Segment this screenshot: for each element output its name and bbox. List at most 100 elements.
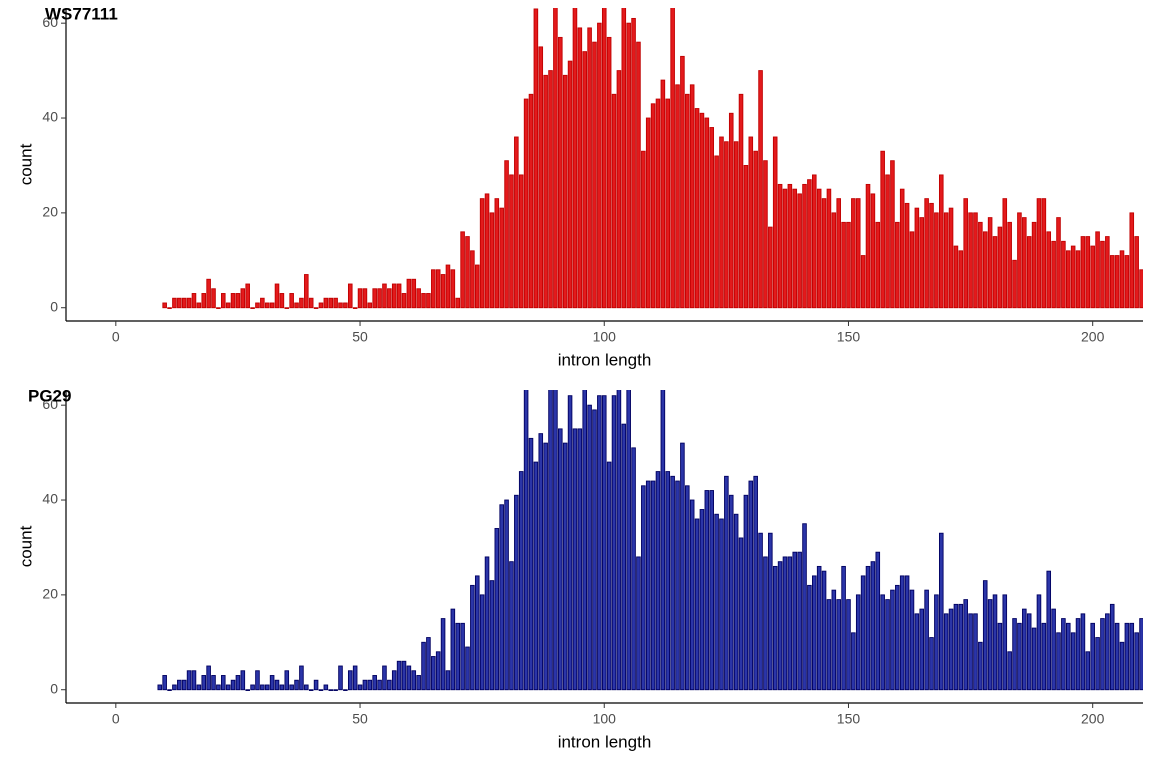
bar (880, 594, 885, 691)
bar (929, 202, 934, 309)
bar (958, 250, 964, 309)
bar (714, 155, 719, 309)
bar (225, 684, 231, 691)
bar (787, 556, 793, 691)
bar (216, 684, 221, 691)
bar (489, 212, 495, 309)
bar (885, 599, 890, 691)
bar (724, 141, 729, 309)
bar (440, 274, 446, 309)
bar (1080, 613, 1086, 691)
bar (250, 307, 255, 309)
bar (167, 689, 172, 691)
bar (582, 51, 587, 309)
bar (1046, 570, 1052, 691)
x-tick-label: 100 (593, 329, 617, 345)
bar (206, 665, 211, 691)
bar (347, 670, 353, 691)
bar (880, 150, 885, 309)
bar (978, 221, 983, 309)
bar (474, 575, 480, 691)
bar (865, 565, 871, 691)
bar (699, 112, 705, 309)
bar (914, 207, 920, 309)
bar (504, 160, 509, 309)
bar (181, 679, 187, 691)
bar (851, 632, 856, 691)
bar (621, 423, 627, 691)
bar (416, 675, 421, 691)
bar (728, 112, 734, 309)
bar (792, 551, 798, 691)
bar (987, 599, 993, 691)
bar (357, 684, 363, 691)
bar (1095, 231, 1100, 309)
bar (963, 599, 968, 691)
bar (992, 236, 998, 309)
bar (279, 684, 285, 691)
bar (968, 613, 973, 691)
bar (225, 302, 231, 309)
bar (768, 226, 773, 309)
bar (1119, 250, 1125, 309)
bar (987, 217, 993, 309)
bar (846, 221, 851, 309)
bar (636, 41, 641, 309)
bar (1022, 217, 1027, 309)
y-axis-title: count (16, 143, 35, 185)
bars (157, 390, 1143, 691)
bar (509, 174, 514, 309)
bar (260, 297, 265, 309)
bar (523, 390, 529, 691)
bar (875, 551, 881, 691)
bar (445, 264, 451, 309)
bar (1095, 637, 1100, 691)
bar (543, 442, 548, 691)
bar (792, 188, 798, 309)
bar (562, 74, 568, 309)
bar (641, 150, 646, 309)
bar (655, 98, 661, 309)
bar (763, 160, 768, 309)
bar (289, 293, 294, 309)
bar (264, 302, 270, 309)
bar (812, 575, 817, 691)
bar (387, 288, 392, 309)
bar (426, 293, 431, 309)
y-tick-label: 20 (42, 586, 58, 602)
bar (753, 475, 758, 691)
bar (211, 675, 216, 691)
bar (1065, 622, 1071, 691)
bar (514, 494, 519, 691)
bar (812, 174, 817, 309)
bar (509, 561, 514, 691)
bar (426, 637, 431, 691)
bar (665, 471, 671, 691)
bar (587, 404, 592, 691)
bar (235, 675, 241, 691)
bar (352, 307, 358, 309)
x-tick-label: 200 (1081, 711, 1105, 727)
bar (240, 670, 246, 691)
bar (631, 447, 636, 691)
bar (553, 390, 558, 691)
bar (1075, 618, 1081, 691)
bar (587, 27, 592, 309)
bar (1051, 608, 1056, 691)
bar (572, 8, 578, 309)
bar (455, 622, 461, 691)
bar (704, 490, 710, 691)
bar (772, 136, 778, 309)
bar (860, 255, 866, 309)
bar (308, 689, 314, 691)
bar (743, 164, 749, 309)
y-tick-label: 40 (42, 491, 58, 507)
bar (1139, 269, 1143, 309)
bar (997, 622, 1003, 691)
bar (357, 288, 363, 309)
bar (401, 293, 407, 309)
bar (304, 274, 309, 309)
bar (865, 183, 871, 309)
bar (543, 74, 548, 309)
